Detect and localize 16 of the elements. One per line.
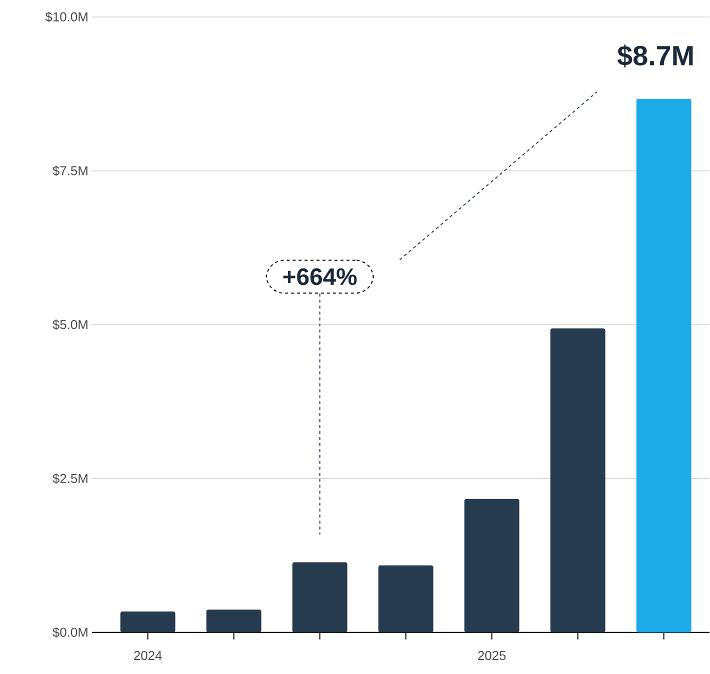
bar <box>120 611 176 632</box>
y-tick-label: $10.0M <box>45 12 88 22</box>
bar <box>292 562 348 632</box>
bar <box>378 565 434 632</box>
x-tick-label: 2024 <box>134 650 162 660</box>
bar <box>550 328 606 632</box>
x-tick-label: 2025 <box>478 650 506 660</box>
annotation: +664% <box>283 268 357 285</box>
data-label: $8.7M <box>617 44 693 68</box>
bar <box>464 498 520 632</box>
y-tick-label: $0.0M <box>52 627 88 638</box>
y-tick-label: $5.0M <box>52 319 88 330</box>
bar <box>206 609 262 632</box>
y-tick-label: $7.5M <box>52 165 88 176</box>
y-tick-label: $2.5M <box>52 473 88 484</box>
bar <box>636 98 692 632</box>
